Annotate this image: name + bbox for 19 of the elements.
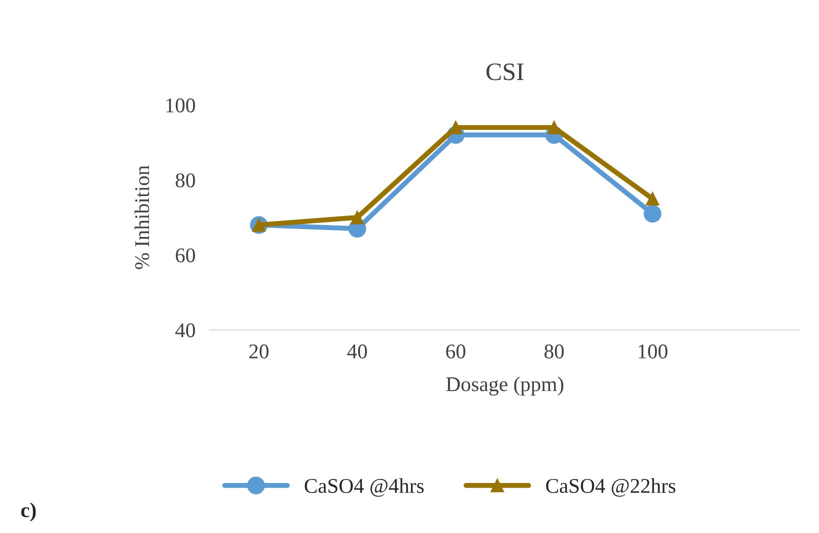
x-tick-label: 60 <box>446 344 466 358</box>
y-tick-label: 40 <box>175 323 195 338</box>
point <box>350 210 364 224</box>
x-tick-label: 100 <box>638 344 668 358</box>
x-axis-title: Dosage (ppm) <box>446 376 564 396</box>
legend-label: CaSO4 @4hrs <box>304 478 424 497</box>
chart-title: CSI <box>486 63 524 80</box>
x-tick-label: 40 <box>347 344 367 358</box>
text: c) <box>21 502 36 522</box>
x-tick-label: 80 <box>544 344 564 358</box>
y-axis-title: % Inhibition <box>134 165 150 270</box>
y-tick-label: 100 <box>166 98 195 112</box>
point <box>646 192 660 206</box>
point <box>644 204 662 223</box>
y-tick-label: 60 <box>176 248 195 262</box>
point <box>547 120 561 134</box>
y-tick-label: 80 <box>176 173 195 188</box>
x-tick-label: 20 <box>249 344 268 358</box>
legend-label: CaSO4 @22hrs <box>546 478 676 497</box>
